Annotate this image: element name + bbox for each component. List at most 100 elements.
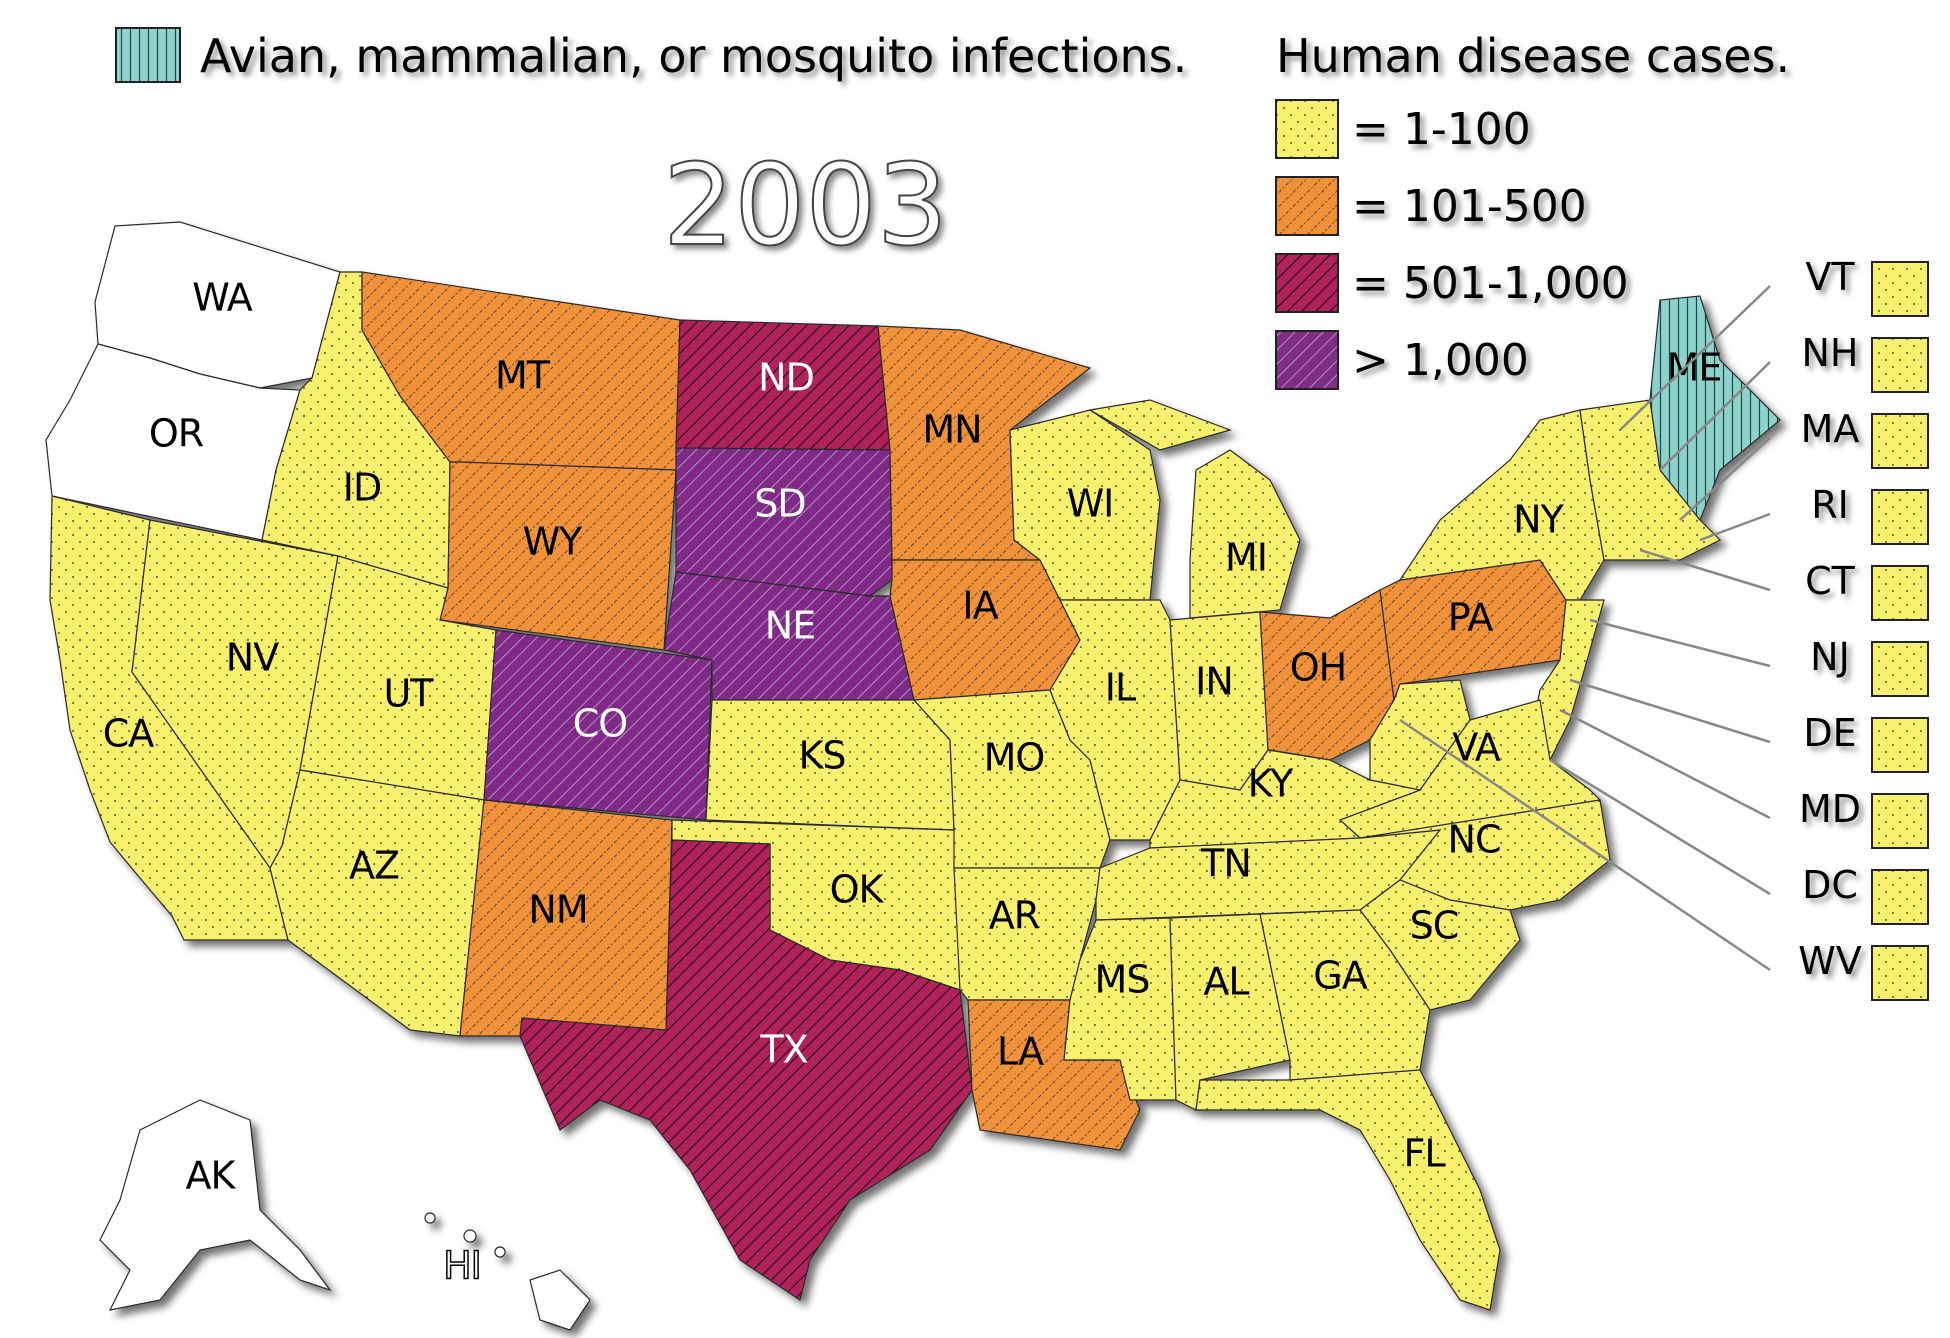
label-tn: TN <box>1200 842 1251 886</box>
label-or: OR <box>149 412 204 456</box>
legend-item-4: > 1,000 <box>1352 335 1529 386</box>
small-state-label-nh: NH <box>1802 331 1859 375</box>
state-sd[interactable] <box>675 447 893 597</box>
year-label: 2003 <box>663 141 948 271</box>
state-hi-island-1 <box>424 1212 436 1224</box>
legend-swatch-orange <box>1275 176 1339 236</box>
state-az[interactable] <box>269 769 485 1037</box>
label-nv: NV <box>226 636 279 680</box>
state-ga[interactable] <box>1259 909 1431 1081</box>
label-ga: GA <box>1313 954 1367 998</box>
label-az: AZ <box>349 844 399 888</box>
legend-swatch-teal <box>115 27 181 83</box>
label-nm: NM <box>528 888 587 932</box>
legend-other: Avian, mammalian, or mosquito infections… <box>115 27 1187 83</box>
state-labels: WA OR ID MT WY ND SD NE CO NV UT CA AZ N… <box>103 276 1723 1289</box>
state-fl[interactable] <box>1195 1069 1501 1311</box>
small-state-callouts <box>1399 285 1771 972</box>
label-in: IN <box>1195 660 1233 704</box>
small-state-label-vt: VT <box>1805 255 1855 299</box>
leader-md <box>1559 708 1771 820</box>
label-ky: KY <box>1248 762 1295 806</box>
label-ak: AK <box>186 1154 237 1198</box>
state-mi[interactable] <box>1088 399 1301 619</box>
label-mi: MI <box>1225 536 1267 580</box>
label-wa: WA <box>192 276 252 320</box>
state-hi[interactable] <box>529 1269 591 1331</box>
small-state-label-ct: CT <box>1805 559 1856 603</box>
small-state-swatch-ri <box>1871 489 1929 545</box>
label-hi: HI <box>443 1244 481 1288</box>
label-ar: AR <box>989 894 1040 938</box>
leader-de <box>1569 678 1771 744</box>
legend-swatch-red <box>1275 253 1339 313</box>
leader-wv <box>1399 718 1771 972</box>
label-ut: UT <box>383 672 434 716</box>
legend-human-title: Human disease cases. <box>1276 29 1790 83</box>
small-state-label-md: MD <box>1799 787 1861 831</box>
label-wi: WI <box>1067 482 1114 526</box>
label-ca: CA <box>103 712 155 756</box>
label-wy: WY <box>523 520 584 564</box>
legend-item-1: = 1-100 <box>1352 104 1531 155</box>
legend-other-label: Avian, mammalian, or mosquito infections… <box>200 29 1187 83</box>
small-state-label-ma: MA <box>1801 407 1860 451</box>
label-ne: NE <box>765 604 815 648</box>
label-al: AL <box>1203 960 1249 1004</box>
small-state-swatch-nh <box>1871 337 1929 393</box>
legend-swatch-purple <box>1275 330 1339 390</box>
small-state-swatch-ct <box>1871 565 1929 621</box>
label-mo: MO <box>984 736 1045 780</box>
small-state-swatch-vt <box>1871 261 1929 317</box>
leader-vt <box>1619 285 1771 431</box>
small-state-label-ri: RI <box>1811 483 1849 527</box>
label-co: CO <box>573 702 627 746</box>
leader-dc <box>1549 758 1771 896</box>
small-state-label-dc: DC <box>1802 863 1858 907</box>
small-state-label-de: DE <box>1803 711 1856 755</box>
state-il[interactable] <box>1049 599 1181 841</box>
small-state-swatch-md <box>1871 793 1929 849</box>
state-me[interactable] <box>1649 295 1781 522</box>
leader-ct <box>1639 548 1771 592</box>
label-sc: SC <box>1410 904 1459 948</box>
small-state-swatch-dc <box>1871 869 1929 925</box>
label-ms: MS <box>1095 958 1150 1002</box>
label-ia: IA <box>962 584 998 628</box>
legend-item-2: = 101-500 <box>1352 181 1587 232</box>
leader-ri <box>1699 512 1771 542</box>
label-pa: PA <box>1448 596 1493 640</box>
label-ny: NY <box>1513 498 1564 542</box>
label-oh: OH <box>1290 646 1346 690</box>
small-state-swatch-de <box>1871 717 1929 773</box>
label-ok: OK <box>830 868 885 912</box>
label-mn: MN <box>922 408 981 452</box>
small-state-label-wv: WV <box>1798 939 1862 983</box>
label-me: ME <box>1667 346 1722 390</box>
leader-nh <box>1659 361 1771 471</box>
leader-ma <box>1679 437 1771 521</box>
state-hi-island-3 <box>494 1246 506 1258</box>
legend-item-3: = 501-1,000 <box>1352 258 1629 309</box>
small-state-swatch-ma <box>1871 413 1929 469</box>
label-ks: KS <box>798 734 845 778</box>
state-ak[interactable] <box>99 1099 332 1311</box>
small-state-swatch-wv <box>1871 945 1929 1001</box>
label-il: IL <box>1105 666 1136 710</box>
small-state-list: VT NH MA RI CT NJ DE MD DC WV <box>1798 255 1929 1001</box>
label-nc: NC <box>1448 818 1501 862</box>
label-tx: TX <box>759 1028 807 1072</box>
small-state-label-nj: NJ <box>1810 635 1850 679</box>
small-state-swatch-nj <box>1871 641 1929 697</box>
leader-nj <box>1589 618 1771 668</box>
legend-human: Human disease cases. = 1-100 = 101-500 =… <box>1275 29 1790 390</box>
legend-swatch-yellow <box>1275 99 1339 159</box>
state-hi-island-2 <box>463 1229 477 1243</box>
label-mt: MT <box>495 354 551 398</box>
label-sd: SD <box>754 482 805 526</box>
label-la: LA <box>997 1030 1044 1074</box>
label-va: VA <box>1452 726 1501 770</box>
state-tx[interactable] <box>519 839 973 1301</box>
state-ky[interactable] <box>1149 749 1423 849</box>
